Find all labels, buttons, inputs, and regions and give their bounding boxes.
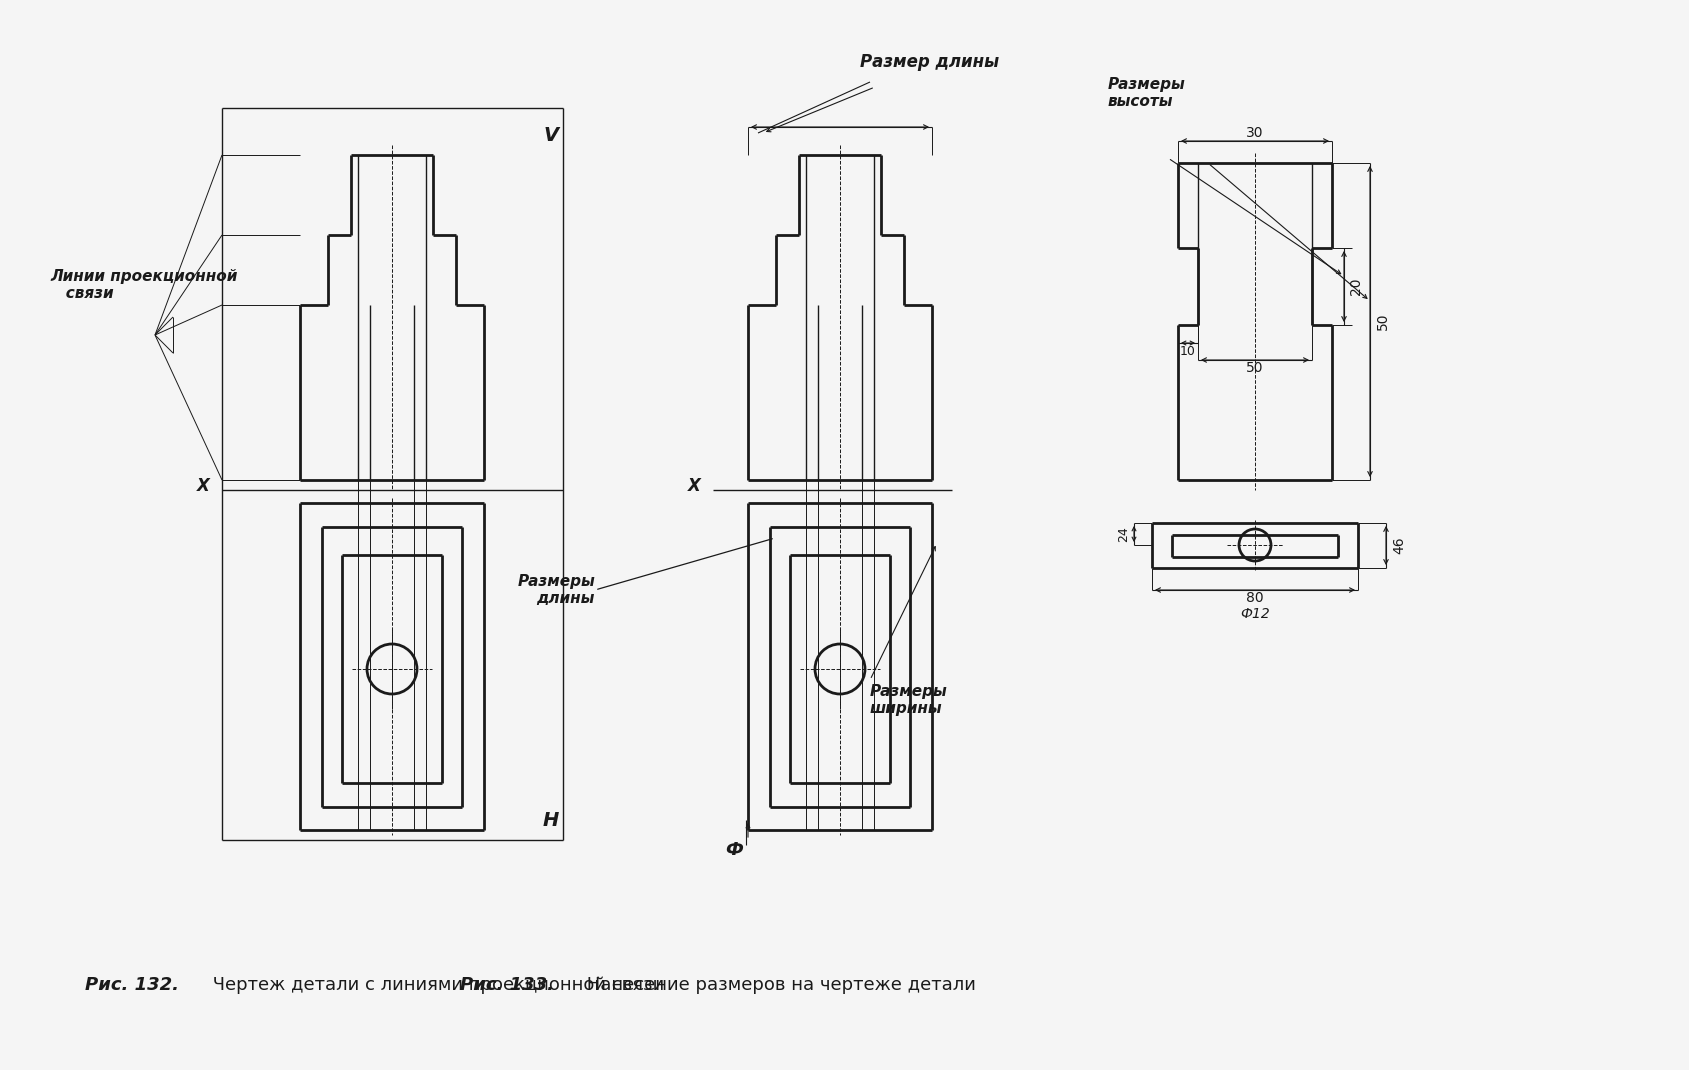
Text: Рис. 132.: Рис. 132. xyxy=(84,976,179,994)
Text: 50: 50 xyxy=(1377,312,1390,330)
Text: Рис. 133.: Рис. 133. xyxy=(459,976,554,994)
Text: V: V xyxy=(544,125,559,144)
Text: Нанесение размеров на чертеже детали: Нанесение размеров на чертеже детали xyxy=(581,976,976,994)
Text: 50: 50 xyxy=(1246,361,1263,374)
Text: Ф12: Ф12 xyxy=(1240,607,1270,621)
Text: H: H xyxy=(542,810,559,829)
Text: Размеры
высоты: Размеры высоты xyxy=(1108,77,1186,109)
Text: 30: 30 xyxy=(1246,126,1263,140)
Text: Ф: Ф xyxy=(725,841,743,859)
Text: Линии проекционной
   связи: Линии проекционной связи xyxy=(51,269,238,301)
Text: 10: 10 xyxy=(1181,345,1196,357)
Text: 80: 80 xyxy=(1246,591,1263,605)
Text: Размеры
ширины: Размеры ширины xyxy=(870,684,948,716)
Text: X: X xyxy=(687,477,701,495)
Text: Чертеж детали с линиями проекционной связи: Чертеж детали с линиями проекционной свя… xyxy=(208,976,664,994)
Text: 24: 24 xyxy=(1116,526,1130,541)
Text: 46: 46 xyxy=(1392,536,1405,554)
Text: Размер длины: Размер длины xyxy=(860,54,1000,71)
Text: 20: 20 xyxy=(1350,277,1363,294)
Text: Размеры
длины: Размеры длины xyxy=(517,574,595,607)
Text: X: X xyxy=(198,477,209,495)
